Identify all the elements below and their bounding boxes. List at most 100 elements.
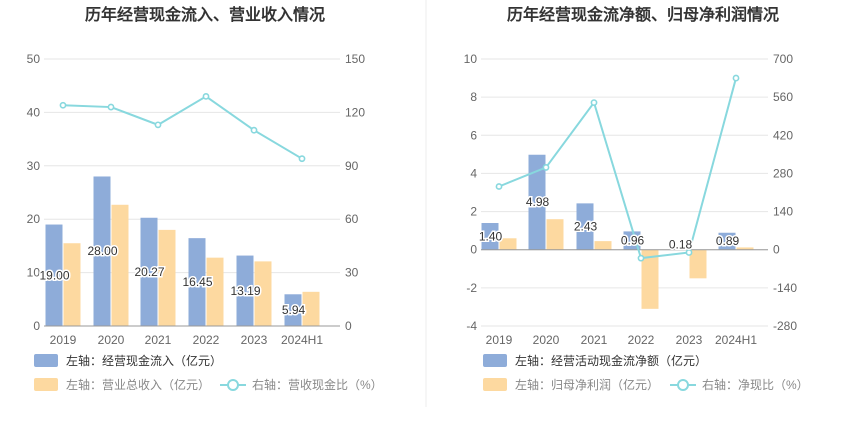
category-tick-label: 2022 <box>193 333 220 347</box>
ratio-point[interactable] <box>250 126 258 134</box>
ratio-point[interactable] <box>202 92 210 100</box>
category-tick-label: 2019 <box>486 333 513 347</box>
ratio-point[interactable] <box>154 121 162 129</box>
right-axis-tick-label: 90 <box>345 159 359 173</box>
ratio-point[interactable] <box>637 254 645 262</box>
category-tick-label: 2024H1 <box>715 333 757 347</box>
legend-label[interactable]: 左轴：营业总收入（亿元） <box>66 377 210 392</box>
legend-label[interactable]: 右轴：净现比（%） <box>702 377 809 392</box>
secondary-bar[interactable] <box>158 229 176 326</box>
ratio-point[interactable] <box>107 103 115 111</box>
legend-label[interactable]: 左轴：经营现金流入（亿元） <box>66 353 222 368</box>
primary-bar[interactable] <box>45 224 63 326</box>
right-axis-tick-label: 420 <box>773 128 793 142</box>
ratio-point[interactable] <box>59 101 67 109</box>
left-axis-tick-label: 10 <box>464 52 478 66</box>
right-axis-tick-label: 0 <box>345 319 352 333</box>
left-axis-tick-label: 8 <box>470 90 477 104</box>
ratio-point[interactable] <box>298 155 306 163</box>
secondary-bar[interactable] <box>499 238 517 250</box>
left-axis-tick-label: 4 <box>470 166 477 180</box>
bar-data-label: 1.40 <box>479 229 503 243</box>
right-axis-tick-label: 560 <box>773 90 793 104</box>
left-axis-tick-label: 30 <box>27 159 41 173</box>
left-axis-tick-label: 20 <box>27 212 41 226</box>
category-tick-label: 2024H1 <box>281 333 323 347</box>
ratio-point[interactable] <box>542 164 550 171</box>
primary-bar[interactable] <box>236 255 254 326</box>
secondary-bar[interactable] <box>736 247 754 250</box>
right-axis-tick-label: 30 <box>345 266 359 280</box>
category-tick-label: 2019 <box>50 333 77 347</box>
legend-label[interactable]: 右轴：营收现金比（%） <box>252 377 383 392</box>
bar-data-label: 16.45 <box>182 275 212 289</box>
category-tick-label: 2023 <box>241 333 268 347</box>
legend-label[interactable]: 左轴：归母净利润（亿元） <box>515 377 659 392</box>
secondary-bar[interactable] <box>254 261 272 326</box>
left-axis-tick-label: 6 <box>470 128 477 142</box>
right-axis-tick-label: 60 <box>345 212 359 226</box>
net-cashflow-profit-chart: 历年经营现金流净额、归母净利润情况 -4 -2 0 2 4 6 8 10 -280 -140 0 140… <box>464 5 809 392</box>
category-tick-label: 2022 <box>628 333 655 347</box>
bar-data-label: 0.89 <box>716 234 740 248</box>
ratio-point[interactable] <box>590 99 598 106</box>
primary-bar[interactable] <box>140 217 158 326</box>
primary-bar[interactable] <box>284 294 302 326</box>
primary-bar[interactable] <box>93 176 111 326</box>
primary-bar[interactable] <box>576 203 594 250</box>
left-axis-tick-label: 0 <box>470 243 477 257</box>
legend-label[interactable]: 左轴：经营活动现金流净额（亿元） <box>515 353 707 368</box>
left-axis-tick-label: 50 <box>27 52 41 66</box>
bar-data-label: 5.94 <box>282 303 306 317</box>
ratio-line <box>62 95 303 160</box>
right-axis-tick-label: 280 <box>773 166 793 180</box>
chart-title: 历年经营现金流净额、归母净利润情况 <box>507 5 779 24</box>
legend-swatch-primary[interactable] <box>34 354 58 367</box>
left-axis-tick-label: 40 <box>27 105 41 119</box>
bar-data-label: 13.19 <box>230 284 260 298</box>
primary-bar[interactable] <box>481 223 499 250</box>
legend-swatch-marker <box>227 379 239 391</box>
bar-data-label: 0.96 <box>621 234 645 248</box>
left-axis-tick-label: 10 <box>27 266 41 280</box>
left-axis-tick-label: -4 <box>466 319 477 333</box>
secondary-bar[interactable] <box>302 291 320 326</box>
bar-data-label: 28.00 <box>87 244 117 258</box>
secondary-bar[interactable] <box>641 249 659 309</box>
bar-data-label: 2.43 <box>574 220 598 234</box>
right-axis-tick-label: -140 <box>773 281 797 295</box>
legend-swatch-marker <box>677 379 689 391</box>
category-tick-label: 2020 <box>98 333 125 347</box>
ratio-point[interactable] <box>732 74 740 82</box>
bar-data-label: 20.27 <box>134 265 164 279</box>
right-axis-tick-label: -280 <box>773 319 797 333</box>
bar-data-label: 19.00 <box>39 268 69 282</box>
primary-bar[interactable] <box>671 246 689 250</box>
cashflow-inflow-revenue-chart: 历年经营现金流入、营业收入情况 0 10 20 30 40 50 0 30 60 90 120 150 2… <box>27 5 383 392</box>
right-axis-tick-label: 0 <box>773 243 780 257</box>
secondary-bar[interactable] <box>546 219 564 250</box>
secondary-bar[interactable] <box>689 249 707 279</box>
secondary-bar[interactable] <box>111 204 129 326</box>
legend-swatch-primary[interactable] <box>483 354 507 367</box>
secondary-bar[interactable] <box>206 257 224 326</box>
primary-bar[interactable] <box>528 154 546 250</box>
category-tick-label: 2023 <box>676 333 703 347</box>
bar-data-label: 0.18 <box>669 238 693 252</box>
category-tick-label: 2021 <box>581 333 608 347</box>
category-tick-label: 2021 <box>145 333 172 347</box>
ratio-point[interactable] <box>495 183 503 190</box>
right-axis-tick-label: 150 <box>345 52 365 66</box>
bar-data-label: 4.98 <box>526 195 550 209</box>
primary-bar[interactable] <box>718 232 736 250</box>
legend-swatch-secondary[interactable] <box>34 378 58 391</box>
secondary-bar[interactable] <box>594 241 612 250</box>
left-axis-tick-label: -2 <box>466 281 477 295</box>
secondary-bar[interactable] <box>63 243 81 326</box>
left-axis-tick-label: 0 <box>33 319 40 333</box>
ratio-point[interactable] <box>685 249 693 256</box>
primary-bar[interactable] <box>188 238 206 326</box>
legend-swatch-secondary[interactable] <box>483 378 507 391</box>
right-axis-tick-label: 700 <box>773 52 793 66</box>
